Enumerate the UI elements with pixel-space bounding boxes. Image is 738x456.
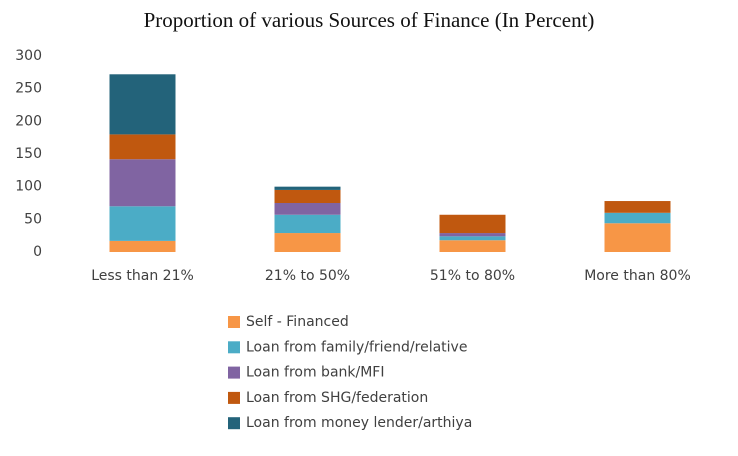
bar-segment bbox=[109, 240, 176, 252]
bar-segment bbox=[109, 159, 176, 207]
y-tick-label: 250 bbox=[15, 81, 42, 97]
bar-segment bbox=[604, 201, 671, 213]
bar-segment bbox=[439, 233, 506, 237]
y-tick-label: 100 bbox=[15, 179, 42, 195]
bar-segment bbox=[109, 74, 176, 135]
legend-label: Loan from family/friend/relative bbox=[246, 339, 467, 355]
legend-swatch bbox=[228, 417, 240, 430]
legend-swatch bbox=[228, 316, 240, 328]
bar-segment bbox=[274, 203, 341, 215]
bar-segment bbox=[274, 189, 341, 203]
bar-segment bbox=[274, 186, 341, 190]
legend-swatch bbox=[228, 391, 240, 404]
bar-segment bbox=[439, 240, 506, 252]
x-tick-label: Less than 21% bbox=[91, 268, 194, 284]
legend-label: Loan from money lender/arthiya bbox=[246, 415, 472, 431]
y-tick-label: 50 bbox=[24, 211, 42, 227]
bar-segment bbox=[109, 206, 176, 241]
bar-segment bbox=[109, 134, 176, 160]
x-tick-label: More than 80% bbox=[584, 268, 691, 284]
legend-label: Loan from bank/MFI bbox=[246, 365, 384, 381]
y-tick-label: 0 bbox=[33, 244, 42, 260]
x-tick-label: 51% to 80% bbox=[430, 268, 515, 284]
y-tick-label: 300 bbox=[15, 48, 42, 64]
legend-label: Loan from SHG/federation bbox=[246, 390, 428, 406]
y-tick-label: 150 bbox=[15, 146, 42, 162]
bar-segment bbox=[604, 212, 671, 224]
bar-segment bbox=[274, 214, 341, 234]
legend-swatch bbox=[228, 341, 240, 354]
legend-label: Self - Financed bbox=[246, 314, 349, 330]
chart-title: Proportion of various Sources of Finance… bbox=[144, 8, 595, 32]
y-tick-label: 200 bbox=[15, 113, 42, 129]
bar-segment bbox=[274, 233, 341, 252]
bar-segment bbox=[439, 236, 506, 241]
x-tick-label: 21% to 50% bbox=[265, 268, 350, 284]
bar-segment bbox=[439, 214, 506, 234]
bar-segment bbox=[604, 223, 671, 252]
legend-swatch bbox=[228, 366, 240, 379]
